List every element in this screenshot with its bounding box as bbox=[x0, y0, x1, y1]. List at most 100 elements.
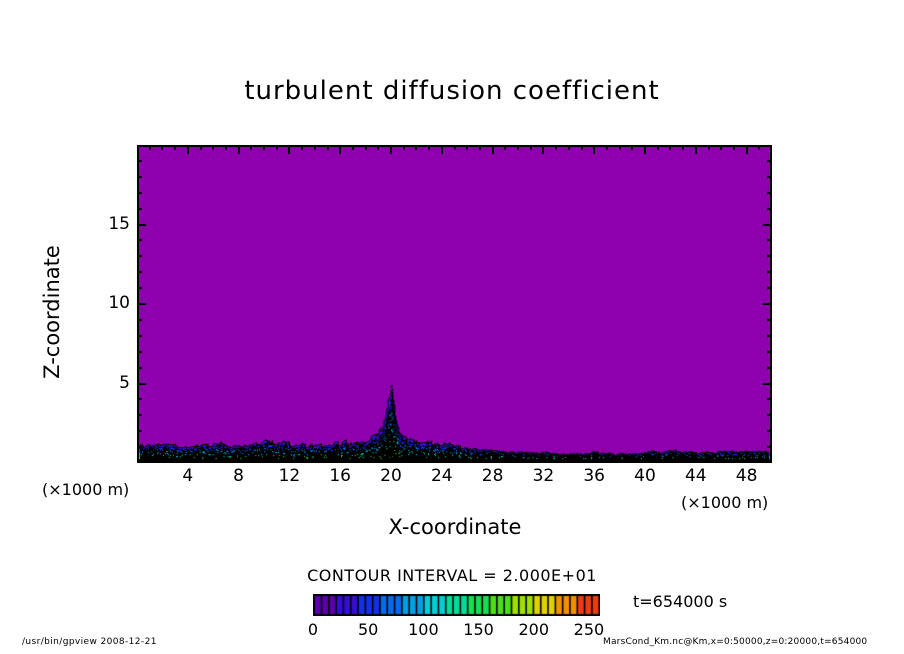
y-tick-right-6 bbox=[767, 366, 772, 369]
colorbar-tick-label-100: 100 bbox=[408, 620, 439, 639]
y-tick-9 bbox=[137, 318, 142, 321]
x-tick-bottom-48 bbox=[745, 452, 748, 461]
x-tick-label-36: 36 bbox=[583, 466, 605, 486]
plot-area bbox=[137, 145, 772, 463]
x-tick-bottom-22 bbox=[415, 456, 418, 461]
x-tick-bottom-41 bbox=[656, 456, 659, 461]
x-tick-bottom-14 bbox=[313, 456, 316, 461]
y-tick-label-5: 5 bbox=[119, 372, 130, 393]
x-tick-36 bbox=[593, 145, 596, 154]
x-tick-label-20: 20 bbox=[380, 466, 402, 486]
x-axis-units: (×1000 m) bbox=[681, 493, 769, 512]
x-tick-21 bbox=[402, 145, 405, 150]
y-tick-right-12 bbox=[767, 271, 772, 274]
x-tick-30 bbox=[517, 145, 519, 150]
y-tick-4 bbox=[137, 398, 142, 401]
x-tick-bottom-16 bbox=[339, 452, 342, 461]
x-tick-35 bbox=[580, 145, 583, 150]
x-tick-18 bbox=[364, 145, 367, 150]
x-tick-32 bbox=[542, 145, 545, 154]
x-tick-13 bbox=[301, 145, 304, 150]
x-tick-42 bbox=[669, 145, 672, 150]
y-tick-right-13 bbox=[767, 255, 772, 258]
x-tick-1 bbox=[148, 145, 151, 150]
plot-title: turbulent diffusion coefficient bbox=[244, 76, 660, 106]
contour-interval-label: CONTOUR INTERVAL = 2.000E+01 bbox=[307, 566, 597, 585]
x-tick-bottom-35 bbox=[580, 456, 583, 461]
x-tick-bottom-29 bbox=[504, 456, 507, 461]
x-tick-9 bbox=[250, 145, 253, 150]
x-tick-38 bbox=[618, 145, 621, 150]
x-tick-label-40: 40 bbox=[634, 466, 656, 486]
y-tick-6 bbox=[137, 366, 142, 369]
x-tick-33 bbox=[555, 145, 558, 150]
y-tick-label-10: 10 bbox=[108, 293, 130, 313]
colorbar-tick-label-200: 200 bbox=[518, 620, 550, 639]
x-tick-bottom-15 bbox=[326, 456, 329, 461]
footer-dataset-info: MarsCond_Km.nc@Km,x=0:50000,z=0:20000,t=… bbox=[603, 637, 868, 647]
x-tick-bottom-26 bbox=[466, 456, 469, 461]
x-tick-28 bbox=[491, 145, 494, 154]
x-tick-bottom-27 bbox=[478, 456, 481, 461]
x-tick-bottom-24 bbox=[440, 452, 443, 461]
x-tick-44 bbox=[694, 145, 697, 154]
x-tick-bottom-40 bbox=[644, 452, 646, 461]
x-tick-15 bbox=[326, 145, 329, 150]
x-tick-bottom-5 bbox=[199, 456, 202, 461]
x-tick-20 bbox=[390, 145, 392, 154]
colorbar bbox=[313, 594, 600, 616]
y-tick-right-7 bbox=[767, 350, 772, 353]
y-tick-11 bbox=[137, 287, 142, 290]
x-tick-45 bbox=[707, 145, 710, 150]
x-tick-41 bbox=[656, 145, 659, 150]
y-tick-right-9 bbox=[767, 318, 772, 321]
y-tick-right-15 bbox=[763, 223, 772, 226]
x-tick-8 bbox=[237, 145, 240, 154]
y-tick-10 bbox=[137, 303, 146, 305]
x-tick-27 bbox=[478, 145, 481, 150]
y-tick-16 bbox=[137, 207, 142, 210]
x-tick-bottom-42 bbox=[669, 456, 672, 461]
colorbar-tick-label-0: 0 bbox=[307, 620, 319, 639]
y-tick-right-3 bbox=[767, 414, 772, 417]
x-tick-31 bbox=[529, 145, 532, 150]
y-axis-title: Z-coordinate bbox=[40, 245, 64, 379]
x-tick-bottom-31 bbox=[529, 456, 532, 461]
x-tick-bottom-12 bbox=[288, 452, 291, 461]
y-tick-14 bbox=[137, 239, 142, 242]
x-tick-16 bbox=[339, 145, 342, 154]
x-tick-label-24: 24 bbox=[430, 466, 453, 486]
x-tick-bottom-18 bbox=[364, 456, 367, 461]
x-tick-bottom-34 bbox=[567, 456, 570, 461]
colorbar-gradient bbox=[314, 595, 599, 615]
x-tick-47 bbox=[732, 145, 735, 150]
x-tick-6 bbox=[212, 145, 215, 150]
y-tick-right-4 bbox=[767, 398, 772, 401]
x-tick-14 bbox=[313, 145, 316, 150]
x-tick-bottom-36 bbox=[593, 452, 596, 461]
x-tick-37 bbox=[605, 145, 608, 150]
x-tick-bottom-19 bbox=[377, 456, 380, 461]
y-tick-5 bbox=[137, 382, 146, 385]
x-tick-bottom-1 bbox=[148, 456, 151, 461]
y-tick-3 bbox=[137, 414, 142, 417]
y-tick-right-14 bbox=[767, 239, 772, 242]
x-axis-title: X-coordinate bbox=[388, 515, 522, 539]
x-tick-10 bbox=[263, 145, 265, 150]
x-tick-bottom-39 bbox=[631, 456, 634, 461]
x-tick-bottom-43 bbox=[682, 456, 685, 461]
footer-command: /usr/bin/gpview 2008-12-21 bbox=[22, 637, 157, 647]
x-tick-24 bbox=[440, 145, 443, 154]
x-tick-bottom-10 bbox=[263, 456, 265, 461]
x-tick-bottom-25 bbox=[453, 456, 456, 461]
x-tick-bottom-33 bbox=[555, 456, 558, 461]
y-tick-13 bbox=[137, 255, 142, 258]
x-tick-48 bbox=[745, 145, 748, 154]
x-tick-29 bbox=[504, 145, 507, 150]
x-tick-bottom-4 bbox=[186, 452, 189, 461]
x-tick-17 bbox=[351, 145, 354, 150]
x-tick-bottom-45 bbox=[707, 456, 710, 461]
y-tick-right-17 bbox=[767, 191, 772, 194]
colorbar-tick-label-50: 50 bbox=[358, 620, 379, 639]
x-tick-bottom-30 bbox=[517, 456, 519, 461]
